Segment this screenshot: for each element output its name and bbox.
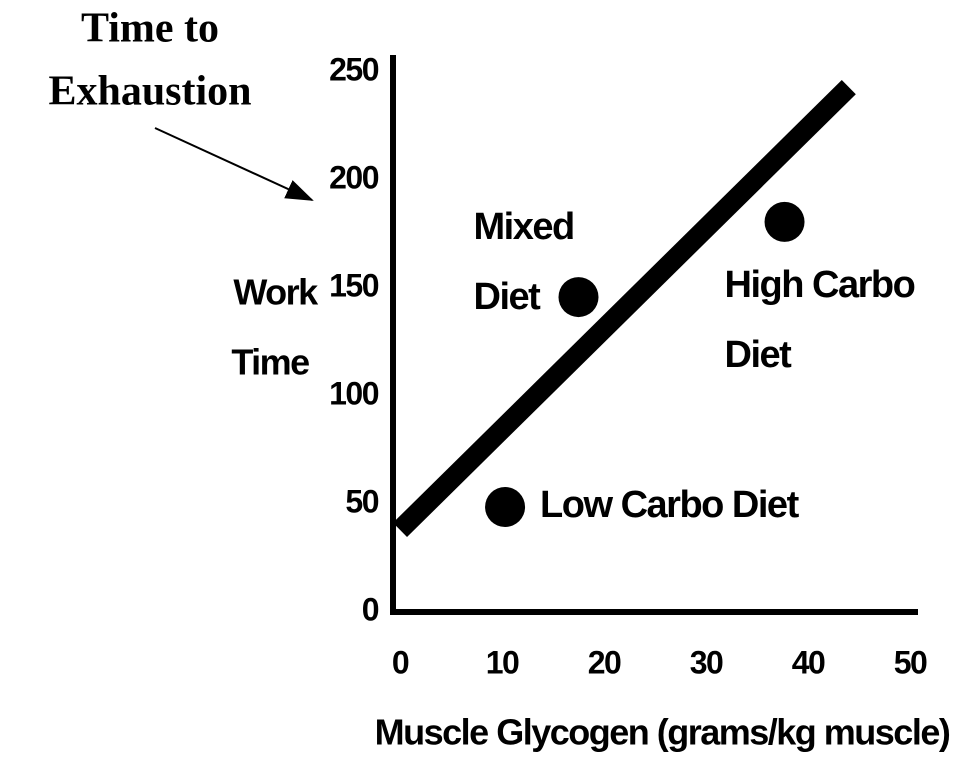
- arrow: [154, 127, 314, 201]
- trend-line: [392, 80, 856, 538]
- annotation: Exhaustion: [48, 69, 251, 115]
- data-point: [764, 201, 805, 242]
- point-label: Diet: [474, 276, 542, 318]
- x-tick-label: 50: [894, 644, 927, 680]
- y-tick-label: 100: [329, 375, 379, 411]
- point-label: Mixed: [474, 206, 574, 248]
- y-tick-label: 200: [329, 159, 379, 195]
- x-tick-label: 30: [690, 644, 723, 680]
- data-point: [485, 487, 526, 528]
- y-tick-label: 250: [329, 51, 379, 87]
- x-tick-label: 40: [792, 644, 825, 680]
- y-tick-label: 150: [329, 267, 379, 303]
- y-axis-label: Time: [231, 342, 309, 383]
- point-label: Low Carbo Diet: [540, 484, 800, 526]
- y-tick-label: 0: [362, 591, 379, 627]
- x-axis-label: Muscle Glycogen (grams/kg muscle): [375, 712, 950, 753]
- point-label: High Carbo: [725, 264, 915, 306]
- point-label: Diet: [725, 334, 793, 376]
- x-tick-label: 20: [588, 644, 621, 680]
- y-tick-label: 50: [345, 483, 378, 519]
- x-tick-label: 10: [486, 644, 519, 680]
- y-axis-label: Work: [233, 272, 319, 313]
- x-tick-label: 0: [392, 644, 409, 680]
- data-point: [558, 277, 599, 318]
- annotation: Time to: [81, 6, 219, 52]
